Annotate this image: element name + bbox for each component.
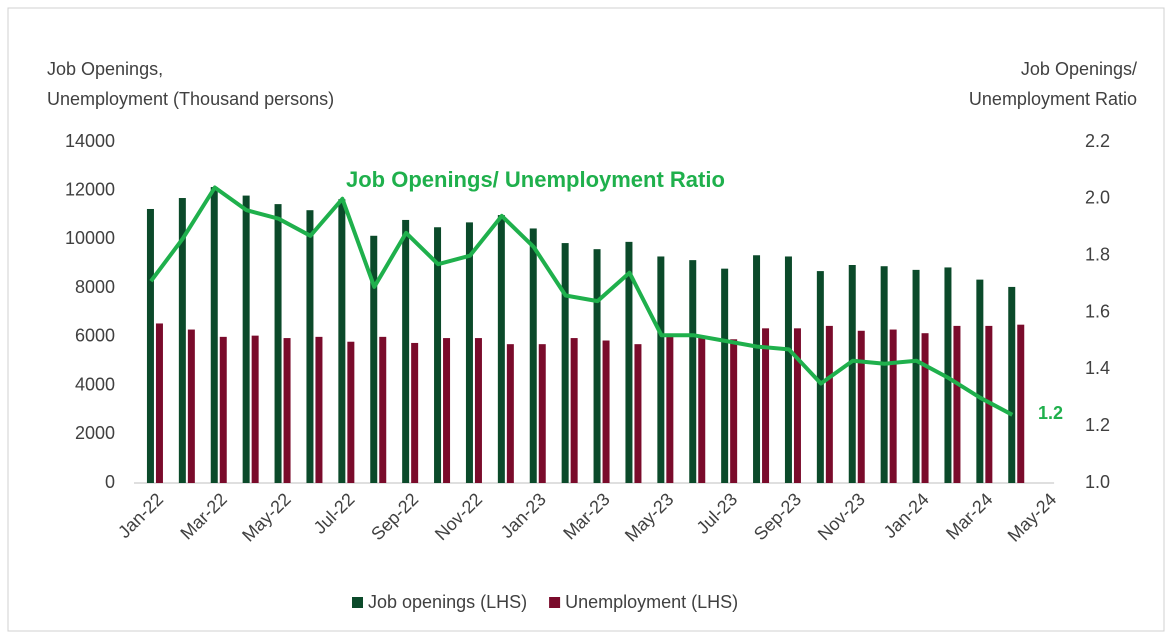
y-tick-label: 8000	[75, 277, 115, 297]
bar	[219, 336, 227, 483]
bar	[570, 338, 578, 483]
bar	[306, 210, 314, 483]
bar	[753, 255, 761, 483]
bar	[379, 336, 387, 483]
bar	[657, 256, 665, 483]
bar	[370, 235, 378, 483]
frame	[7, 7, 1165, 632]
bar	[1008, 286, 1016, 483]
bar	[402, 219, 410, 483]
bar	[921, 333, 929, 483]
bar	[187, 329, 195, 483]
y-tick-label: 4000	[75, 374, 115, 394]
y-axis-title: Job Openings,	[47, 59, 163, 79]
bar	[465, 222, 473, 483]
y-tick-label: 12000	[65, 179, 115, 199]
y-tick-label: 2000	[75, 423, 115, 443]
bar	[593, 249, 601, 483]
bar	[625, 241, 633, 483]
bar	[848, 265, 856, 483]
bar	[274, 204, 282, 483]
bar	[634, 344, 642, 483]
bar	[178, 198, 186, 483]
bar	[283, 338, 291, 483]
y-tick-label: 6000	[75, 326, 115, 346]
ratio-line	[149, 185, 1014, 417]
y2-tick-label: 2.2	[1085, 131, 1110, 151]
bar	[529, 228, 537, 483]
bar	[497, 215, 505, 484]
y-tick-label: 14000	[65, 131, 115, 151]
bar	[411, 342, 419, 483]
bar	[721, 268, 729, 483]
legend-label: Unemployment (LHS)	[565, 592, 738, 612]
bar	[561, 243, 569, 483]
bar	[730, 339, 738, 483]
legend-label: Job openings (LHS)	[368, 592, 527, 612]
bar	[1017, 324, 1025, 483]
bar	[976, 279, 984, 483]
bar	[315, 336, 323, 483]
bar	[912, 269, 920, 483]
y-axis-title: Unemployment (Thousand persons)	[47, 89, 334, 109]
bar	[889, 329, 897, 483]
y2-axis-title: Unemployment Ratio	[969, 89, 1137, 109]
end-value-annotation: 1.2	[1038, 403, 1063, 423]
y2-tick-label: 1.8	[1085, 244, 1110, 264]
bar	[857, 330, 865, 483]
bar	[784, 256, 792, 483]
bar	[434, 227, 442, 483]
bar	[816, 271, 824, 483]
bar	[793, 328, 801, 483]
y2-axis-title: Job Openings/	[1021, 59, 1137, 79]
bar	[689, 260, 697, 483]
y2-tick-label: 1.0	[1085, 472, 1110, 492]
bar	[474, 338, 482, 483]
bar	[666, 334, 674, 483]
legend-swatch	[352, 597, 363, 608]
bar	[825, 325, 833, 483]
legend-swatch	[549, 597, 561, 608]
y2-tick-label: 1.2	[1085, 415, 1110, 435]
bar	[347, 341, 355, 483]
bar	[506, 344, 514, 483]
bar	[443, 338, 451, 483]
bar	[146, 208, 154, 483]
bar	[698, 336, 706, 483]
y-tick-label: 0	[105, 472, 115, 492]
bar	[210, 187, 218, 483]
bar	[880, 266, 888, 483]
bar	[944, 267, 952, 483]
y2-tick-label: 1.6	[1085, 301, 1110, 321]
line-annotation: Job Openings/ Unemployment Ratio	[346, 167, 725, 192]
bar	[155, 323, 163, 483]
bar	[538, 344, 546, 483]
y-tick-label: 10000	[65, 228, 115, 248]
bar	[762, 328, 770, 483]
bar	[602, 340, 610, 483]
y2-tick-label: 2.0	[1085, 188, 1110, 208]
bar	[242, 195, 250, 484]
bar	[953, 325, 961, 483]
bar	[251, 335, 259, 483]
bar	[338, 199, 346, 483]
y2-tick-label: 1.4	[1085, 358, 1110, 378]
